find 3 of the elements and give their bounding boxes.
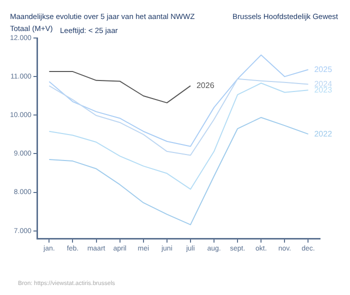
series-label: 2025 [314, 64, 333, 74]
series-label: 2026 [196, 81, 215, 90]
series-label: 2022 [314, 129, 333, 138]
